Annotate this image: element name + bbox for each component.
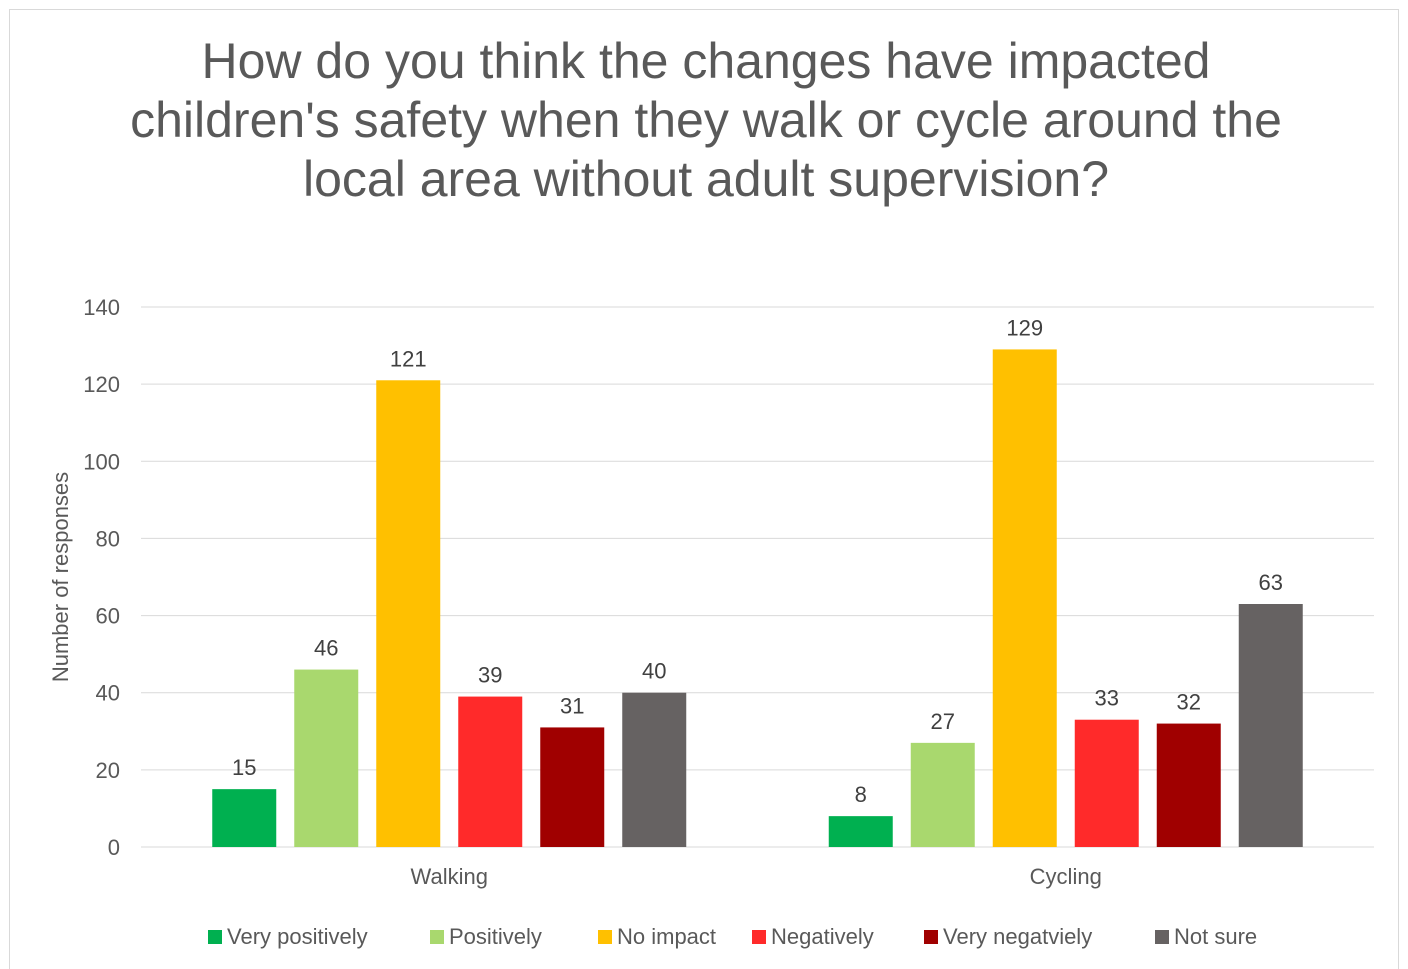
y-tick-label: 60: [96, 604, 120, 629]
y-axis-label: Number of responses: [48, 472, 73, 682]
data-label: 32: [1177, 690, 1201, 715]
data-label: 40: [642, 659, 666, 684]
bar: [294, 669, 359, 847]
legend-label: Very positively: [227, 924, 368, 949]
y-tick-label: 100: [83, 449, 120, 474]
chart-plot-area: 0 20 40 60 80 100 120 140 Number of responses 15 4…: [48, 295, 1374, 889]
bar: [1238, 604, 1303, 847]
legend-swatch: [1155, 930, 1169, 944]
bar: [828, 816, 893, 847]
bar: [622, 692, 687, 847]
data-label: 8: [855, 782, 867, 807]
legend-item: Positively: [430, 922, 542, 952]
x-tick-label: Cycling: [1030, 864, 1102, 889]
legend-label: Positively: [449, 924, 542, 949]
legend-swatch: [208, 930, 222, 944]
chart-title: How do you think the changes have impact…: [130, 33, 1282, 207]
y-tick-label: 0: [108, 835, 120, 860]
y-tick-label: 120: [83, 372, 120, 397]
legend-swatch: [752, 930, 766, 944]
legend-label: Negatively: [771, 924, 874, 949]
legend-label: Not sure: [1174, 924, 1258, 949]
y-tick-label: 40: [96, 681, 120, 706]
legend-swatch: [598, 930, 612, 944]
legend-item: Negatively: [752, 922, 874, 952]
legend-item: Very negatviely: [924, 922, 1092, 952]
bar: [376, 380, 441, 847]
y-tick-label: 140: [83, 295, 120, 320]
legend-swatch: [430, 930, 444, 944]
bar: [1074, 719, 1139, 847]
data-label: 46: [314, 636, 338, 661]
legend-item: Very positively: [208, 922, 368, 952]
bar: [540, 727, 605, 847]
legend-label: Very negatviely: [943, 924, 1093, 949]
y-tick-label: 20: [96, 758, 120, 783]
data-label: 129: [1006, 315, 1043, 340]
data-label: 39: [478, 663, 502, 688]
data-label: 63: [1259, 570, 1283, 595]
x-tick-label: Walking: [411, 864, 488, 889]
legend-item: No impact: [598, 922, 716, 952]
bar: [458, 696, 523, 847]
data-label: 121: [390, 346, 427, 371]
bar: [212, 789, 277, 847]
bar: [992, 349, 1057, 847]
legend-item: Not sure: [1155, 922, 1257, 952]
data-label: 27: [931, 709, 955, 734]
bar: [1156, 723, 1221, 847]
y-tick-label: 80: [96, 526, 120, 551]
chart-legend: Very positively Positively No impact Negati…: [0, 922, 1408, 952]
legend-swatch: [924, 930, 938, 944]
bar: [910, 742, 975, 847]
legend-label: No impact: [617, 924, 717, 949]
data-label: 33: [1095, 686, 1119, 711]
data-label: 15: [232, 755, 256, 780]
data-label: 31: [560, 693, 584, 718]
